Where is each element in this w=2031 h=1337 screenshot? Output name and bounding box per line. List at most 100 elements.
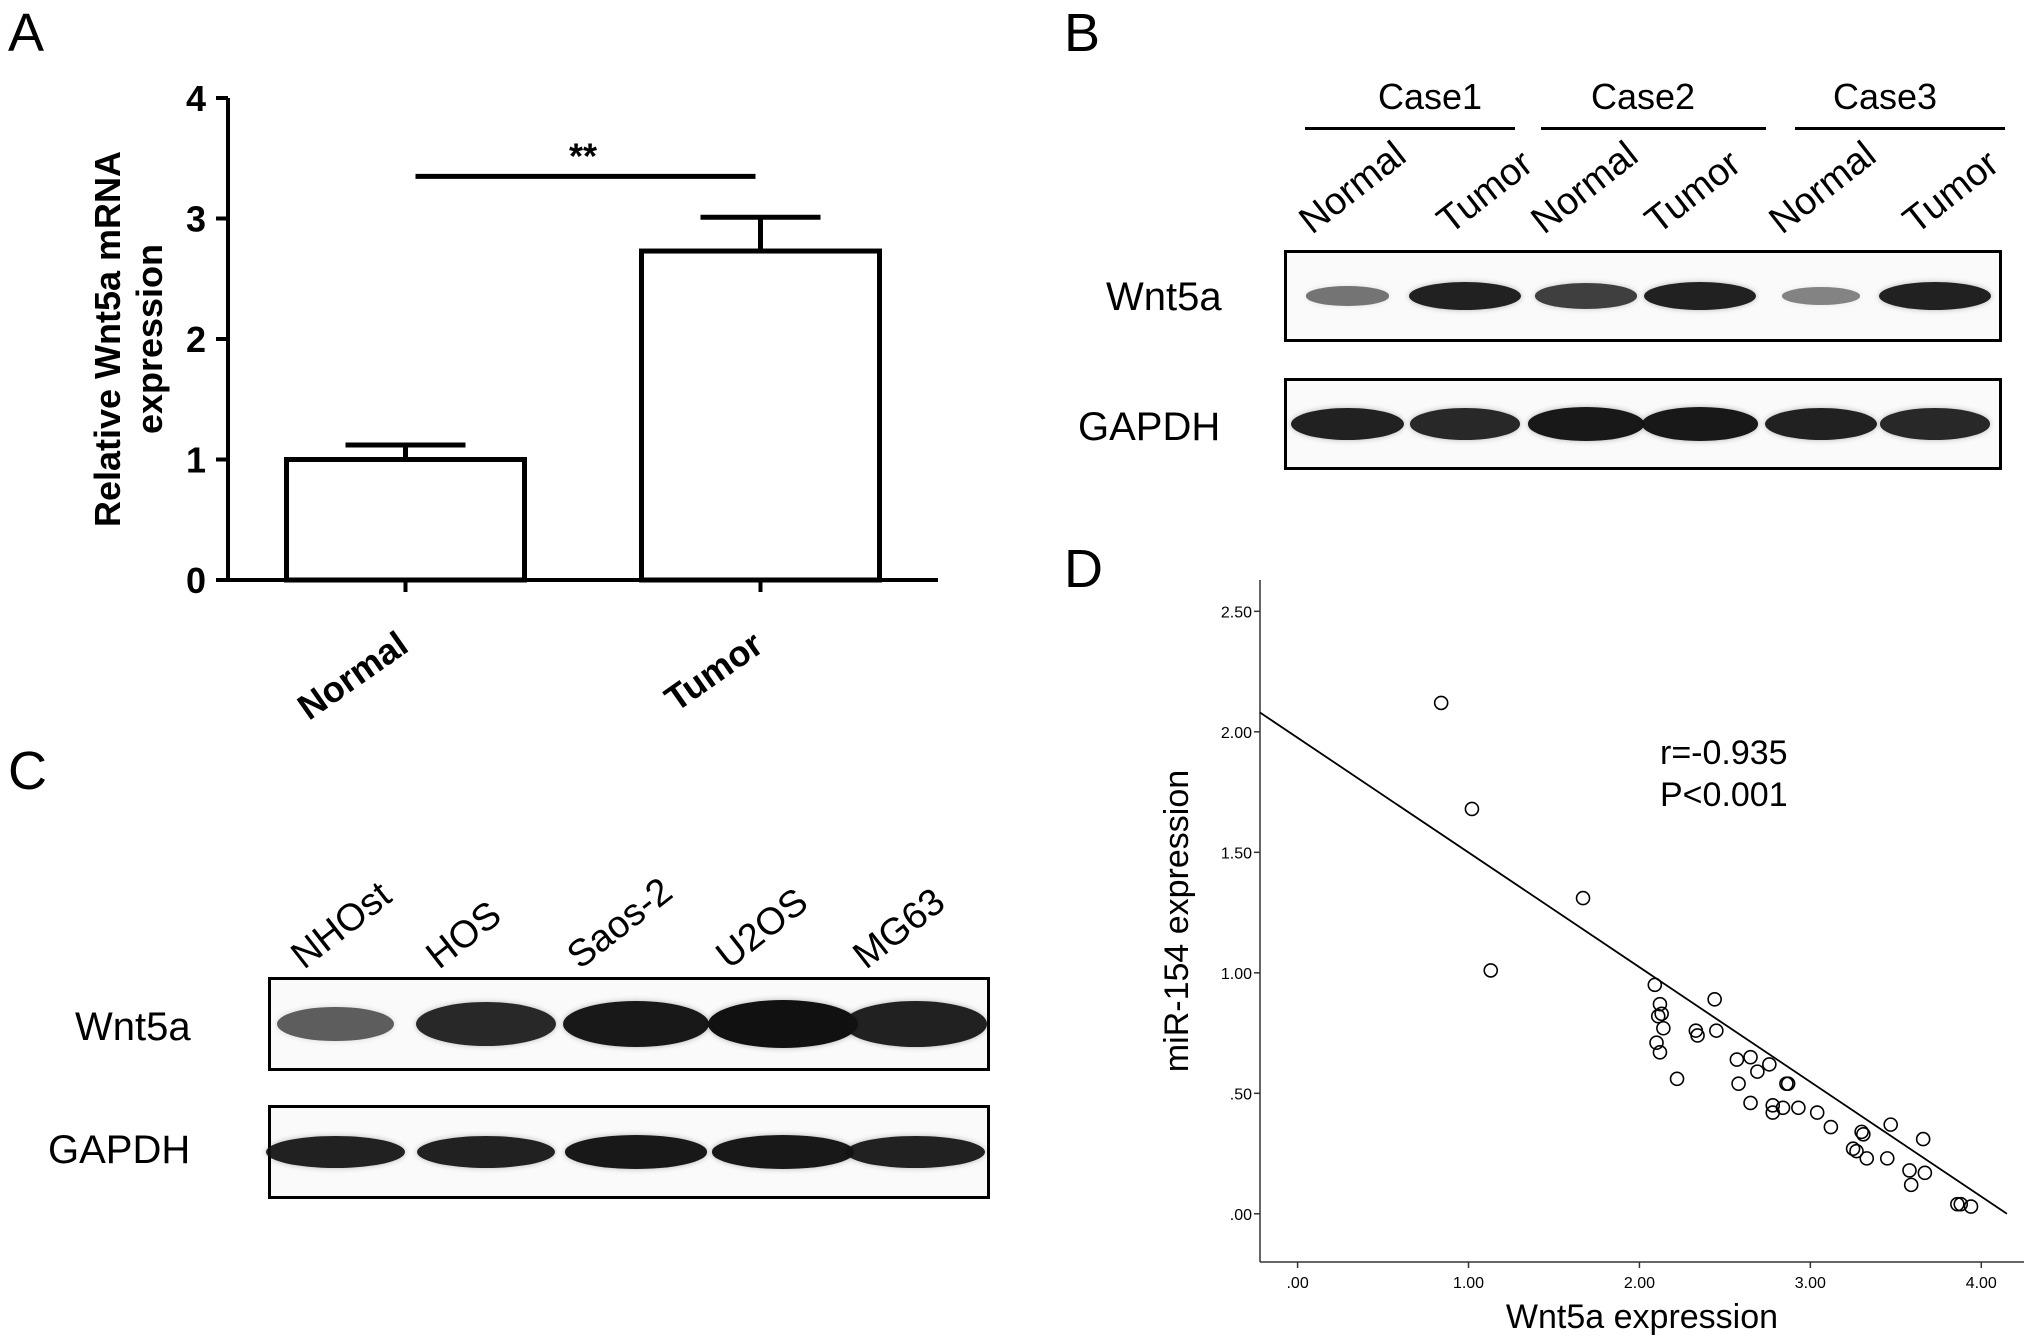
scatter-point [1879,1151,1895,1166]
lane-label-b-6: Tumor [1895,142,2007,243]
p-value-label: P<0.001 [1660,776,1788,814]
blot-b-gapdh-band-1 [1291,407,1404,441]
x-tick-label-normal: Normal [290,623,415,728]
case-label-3: Case3 [1832,76,1938,117]
scatter-point [1647,977,1663,993]
regression-line [1259,711,2008,1215]
scatter-point [1765,1098,1781,1113]
scatter-point [1903,1177,1919,1193]
blot-b-gapdh-band-2 [1409,408,1520,440]
y-tick-label-d: 2.00 [1221,725,1252,742]
y-axis-label-d: miR-154 expression [1158,770,1196,1072]
scatter-point [1688,1023,1704,1038]
blot-b-wnt5a-band-2 [1408,281,1522,311]
row-label-b-gapdh: GAPDH [1078,405,1221,449]
lane-label-b-1: Normal [1291,133,1414,243]
bar-tumor [639,248,882,583]
scatter-point [1654,1006,1669,1022]
scatter-point [1433,695,1449,711]
y-tick-label-a: 4 [186,78,206,119]
blot-b-gapdh-band-6 [1879,408,1990,440]
y-tick-label-a: 0 [186,560,206,601]
case-underline-2 [1541,127,1766,130]
significance-marker: ** [569,135,597,176]
blot-c-gapdh-band-3 [565,1135,708,1169]
y-tick-label-a: 1 [186,440,206,481]
y-axis-label-a-line1: Relative Wnt5a mRNA [87,151,128,527]
scatter-point [1809,1105,1825,1120]
y-tick-label-d: 1.00 [1221,966,1252,983]
x-axis-label-d: Wnt5a expression [1506,1298,1778,1336]
y-axis-label-a-line2: expression [129,244,170,434]
scatter-point [1915,1131,1931,1147]
blot-b-wnt5a-band-3 [1535,283,1638,309]
scatter-point [1765,1105,1781,1120]
case-label-1: Case1 [1377,76,1483,117]
blot-c-gapdh-band-4 [712,1135,854,1169]
scatter-point [1775,1100,1791,1116]
panel-letter-a: A [8,3,45,63]
x-tick-label-d: 3.00 [1795,1275,1826,1292]
bar-normal [284,457,527,583]
scatter-point [1464,801,1480,817]
scatter-point [1779,1076,1794,1091]
blot-b-wnt5a-band-5 [1781,287,1861,305]
case-underline-3 [1795,127,2005,130]
scatter-point [1859,1151,1875,1166]
x-tick-label-d: 4.00 [1966,1275,1997,1292]
blot-b-wnt5a-band-1 [1305,286,1390,306]
lane-label-b-2: Tumor [1429,142,1541,243]
x-tick-label-tumor: Tumor [657,623,770,719]
scatter-point [1690,1028,1705,1043]
scatter-point [1709,1023,1724,1038]
blot-c-gapdh-band-1 [266,1135,405,1169]
panel-letter-d: D [1064,539,1103,599]
scatter-point [1950,1196,1965,1212]
y-tick-label-d: 2.50 [1221,604,1252,621]
scatter-point [1953,1196,1969,1212]
lane-label-c-4: U2OS [708,880,816,978]
lane-label-b-4: Tumor [1637,142,1749,243]
blot-c-gapdh-band-2 [416,1135,556,1169]
x-tick-label-d: 2.00 [1624,1275,1655,1292]
correlation-label: r=-0.935 [1660,734,1788,772]
scatter-point [1649,1035,1664,1050]
scatter-point [1762,1057,1777,1072]
scatter-point [1483,963,1499,978]
scatter-point [1791,1100,1806,1116]
scatter-point [1707,992,1722,1007]
blot-b-gapdh-band-5 [1764,407,1878,441]
scatter-point [1854,1124,1869,1140]
blot-c-wnt5a-band-4 [707,1000,858,1048]
scatter-point [1650,1008,1666,1024]
blot-c-gapdh-strip [266,1105,990,1199]
case-underline-1 [1305,127,1515,130]
blot-b-gapdh-strip [1284,378,2002,470]
scatter-point [1743,1095,1758,1111]
blot-c-wnt5a-band-3 [562,1000,710,1048]
row-label-c-gapdh: GAPDH [48,1128,191,1172]
blot-c-wnt5a-band-5 [843,1001,988,1047]
scatter-point [1731,1076,1746,1091]
scatter-point [1917,1165,1933,1181]
scatter-point [1902,1163,1917,1178]
scatter-point [1963,1199,1979,1214]
lane-label-c-3: Saos-2 [559,869,681,978]
blot-c-gapdh-band-5 [846,1135,985,1169]
case-label-2: Case2 [1590,76,1696,117]
scatter-point [1849,1143,1864,1159]
panel-letter-b: B [1064,3,1101,63]
y-tick-label-d: .50 [1230,1086,1252,1103]
scatter-point [1845,1141,1861,1157]
y-tick-label-d: .00 [1230,1207,1252,1224]
scatter-point [1575,890,1591,906]
blot-c-wnt5a-band-2 [415,1001,556,1046]
scatter-point [1856,1126,1871,1142]
scatter-point [1750,1064,1765,1079]
scatter-point [1780,1076,1796,1091]
x-tick-label-d: 1.00 [1453,1275,1484,1292]
scatter-point [1652,996,1668,1012]
lane-label-c-1: NHOst [283,873,400,978]
y-tick-label-a: 3 [186,199,206,240]
scatter-point [1729,1052,1745,1067]
